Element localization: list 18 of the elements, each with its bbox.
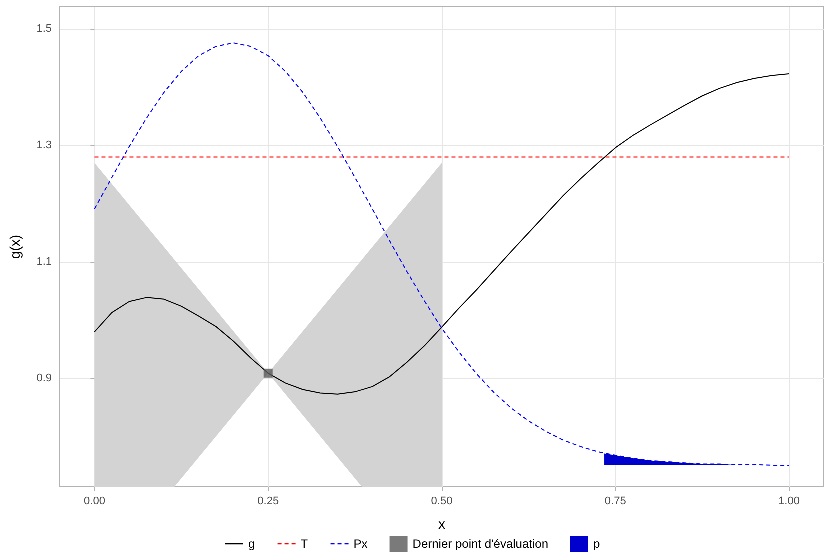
legend-label: Px bbox=[354, 537, 368, 551]
y-axis-title: g(x) bbox=[7, 234, 23, 260]
legend-label: p bbox=[593, 537, 600, 551]
legend-label: g bbox=[248, 537, 256, 551]
y-tick-label: 1.3 bbox=[36, 140, 52, 152]
y-tick-label: 1.5 bbox=[36, 23, 52, 36]
y-tick-label: 0.9 bbox=[36, 372, 52, 385]
x-tick-label: 0.25 bbox=[258, 496, 280, 508]
x-tick-label: 0.00 bbox=[84, 496, 106, 508]
line-series bbox=[94, 73, 790, 395]
x-tick-label: 0.50 bbox=[431, 496, 453, 508]
legend-label: Dernier point d'évaluation bbox=[412, 537, 549, 551]
line-series bbox=[94, 42, 790, 466]
legend-label: T bbox=[300, 537, 309, 551]
x-axis-title: x bbox=[438, 516, 446, 532]
x-tick-label: 0.75 bbox=[604, 496, 626, 508]
y-tick-label: 1.1 bbox=[36, 256, 52, 268]
x-tick-label: 1.00 bbox=[778, 496, 800, 508]
